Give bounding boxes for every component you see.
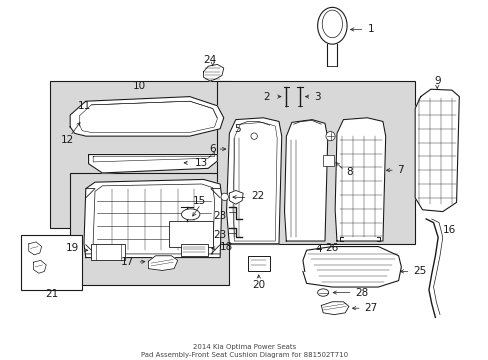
Polygon shape	[70, 96, 224, 136]
Text: 25: 25	[412, 266, 426, 276]
Ellipse shape	[181, 209, 200, 220]
Text: 17: 17	[120, 257, 133, 267]
Text: 3: 3	[313, 91, 320, 102]
Polygon shape	[321, 302, 348, 315]
Polygon shape	[84, 179, 222, 258]
Text: 26: 26	[325, 243, 338, 253]
Text: 10: 10	[132, 81, 145, 91]
Text: 12: 12	[61, 135, 74, 145]
Bar	[168, 221, 212, 247]
Text: 28: 28	[355, 288, 368, 298]
Polygon shape	[29, 242, 41, 255]
Text: 19: 19	[66, 243, 79, 253]
Ellipse shape	[250, 133, 257, 139]
Text: 21: 21	[45, 289, 58, 300]
Polygon shape	[229, 190, 243, 204]
Text: 8: 8	[346, 167, 352, 177]
Text: 2014 Kia Optima Power Seats
Pad Assembly-Front Seat Cushion Diagram for 881502T7: 2014 Kia Optima Power Seats Pad Assembly…	[141, 344, 347, 358]
Text: 23: 23	[213, 230, 226, 240]
Bar	[217, 81, 414, 244]
Polygon shape	[334, 118, 385, 241]
Polygon shape	[148, 256, 178, 270]
Text: 15: 15	[193, 195, 206, 206]
Ellipse shape	[221, 193, 228, 201]
Bar	[247, 256, 269, 271]
Bar	[70, 173, 229, 285]
Text: 1: 1	[366, 24, 373, 35]
Text: 11: 11	[77, 101, 90, 111]
Bar	[323, 154, 333, 166]
Text: 5: 5	[234, 124, 241, 134]
Polygon shape	[226, 118, 281, 244]
Polygon shape	[414, 89, 458, 212]
Text: 13: 13	[194, 158, 207, 168]
Text: 6: 6	[208, 144, 215, 154]
Text: 27: 27	[364, 303, 377, 313]
Polygon shape	[284, 120, 327, 241]
Ellipse shape	[317, 7, 346, 44]
Text: 23: 23	[213, 211, 226, 221]
Polygon shape	[33, 260, 46, 273]
Polygon shape	[203, 64, 224, 81]
Text: 18: 18	[220, 242, 233, 252]
Bar	[50, 81, 231, 228]
Bar	[91, 244, 125, 260]
Ellipse shape	[322, 10, 342, 38]
Ellipse shape	[317, 289, 328, 296]
Polygon shape	[88, 154, 217, 173]
Bar	[21, 235, 82, 290]
Text: 9: 9	[433, 76, 440, 86]
Text: 16: 16	[442, 225, 455, 235]
Ellipse shape	[325, 131, 334, 141]
Bar	[180, 244, 208, 256]
Text: 7: 7	[396, 165, 403, 175]
Text: 22: 22	[251, 191, 264, 201]
Text: 4: 4	[315, 244, 321, 254]
Text: 24: 24	[203, 55, 216, 65]
Text: 20: 20	[252, 280, 265, 290]
Text: 2: 2	[263, 91, 269, 102]
Polygon shape	[302, 247, 401, 287]
